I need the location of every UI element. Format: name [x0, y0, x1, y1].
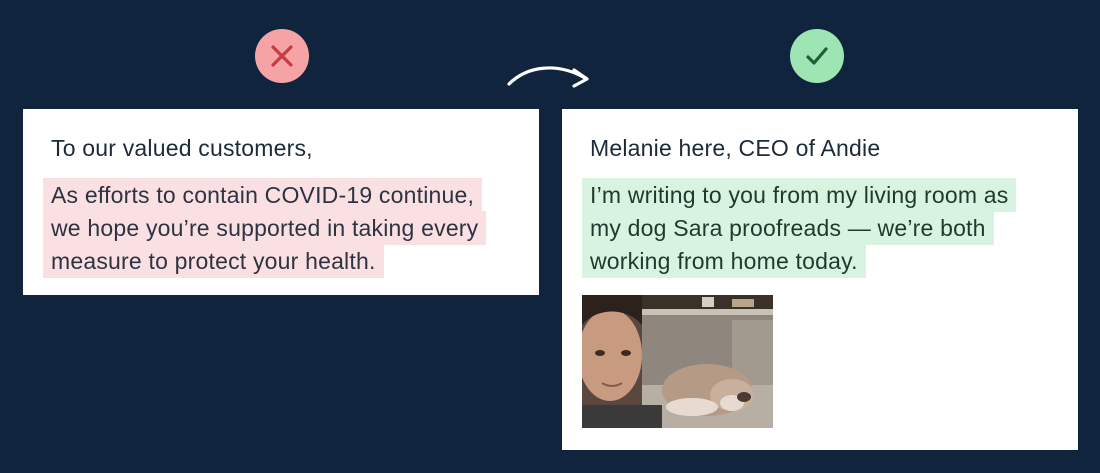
- highlighted-paragraph: As efforts to contain COVID-19 continue,…: [43, 178, 487, 278]
- photo-illustration: [582, 295, 773, 428]
- bad-example-badge: [255, 29, 309, 83]
- bad-example-card: To our valued customers, As efforts to c…: [23, 109, 539, 295]
- paragraph-line: I’m writing to you from my living room a…: [582, 178, 1017, 212]
- paragraph-line: measure to protect your health.: [43, 244, 384, 278]
- paragraph-line: As efforts to contain COVID-19 continue,: [43, 178, 483, 212]
- selfie-with-dog-photo: [582, 295, 773, 428]
- paragraph-line: my dog Sara proofreads — we’re both: [582, 211, 994, 245]
- good-example-badge: [790, 29, 844, 83]
- paragraph-line: working from home today.: [582, 244, 866, 278]
- check-icon: [806, 47, 828, 65]
- greeting: To our valued customers,: [51, 135, 313, 161]
- highlighted-paragraph: I’m writing to you from my living room a…: [582, 178, 1017, 278]
- good-example-card: Melanie here, CEO of Andie I’m writing t…: [562, 109, 1078, 450]
- greeting: Melanie here, CEO of Andie: [590, 135, 881, 161]
- paragraph-line: we hope you’re supported in taking every: [43, 211, 487, 245]
- x-icon: [271, 45, 293, 67]
- curved-arrow-icon: [507, 66, 589, 88]
